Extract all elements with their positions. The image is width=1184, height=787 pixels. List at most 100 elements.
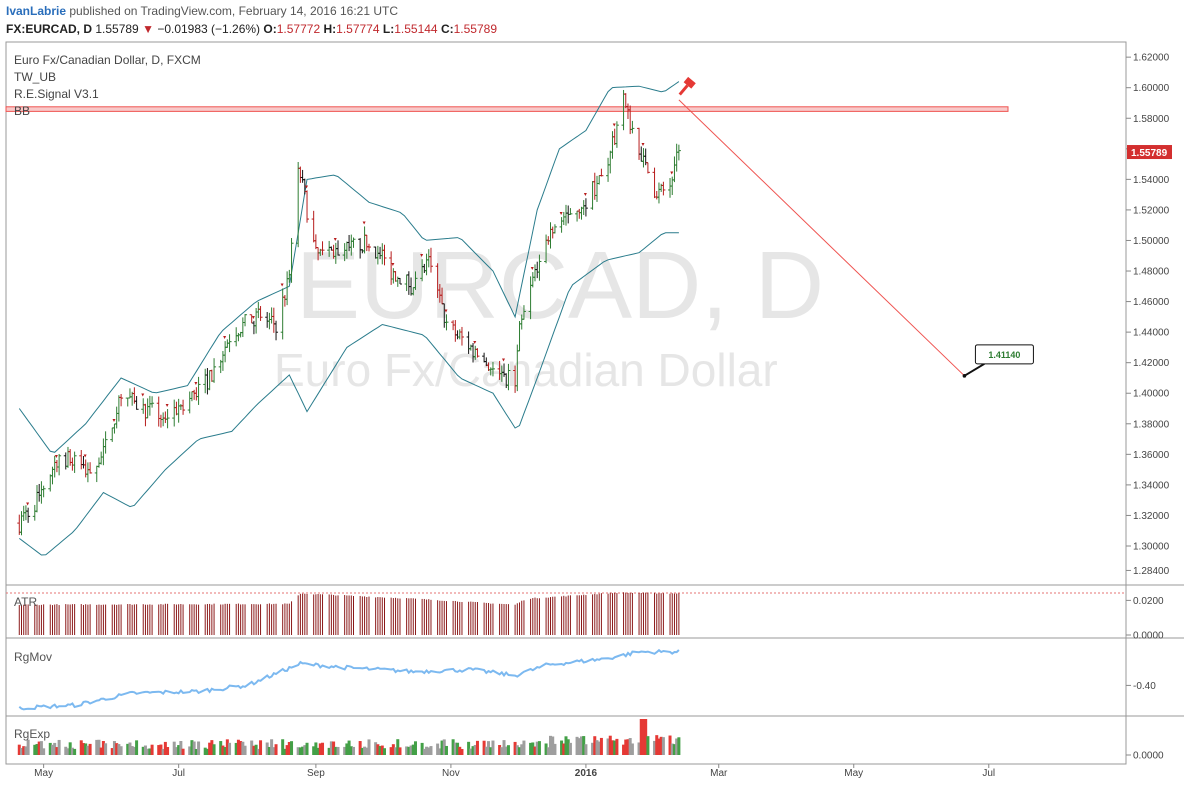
ohlc-bar: [192, 389, 197, 400]
rgexp-bar: [491, 740, 495, 755]
ohlc-bar: [577, 208, 582, 219]
ohlc-bar: [212, 358, 217, 383]
ohlc-bar: [606, 157, 611, 182]
ohlc-bar: [41, 485, 46, 498]
rgexp-bar: [451, 739, 455, 755]
ohlc-bar: [88, 462, 93, 474]
ohlc-bar: [19, 511, 24, 536]
ohlc-bar: [674, 143, 679, 172]
rgexp-bar: [427, 747, 431, 755]
rgexp-bar: [212, 744, 216, 755]
rgexp-bar: [81, 743, 85, 755]
rgexp-bar: [79, 740, 83, 755]
rgexp-bar: [606, 738, 610, 755]
watermark-name: Euro Fx/Canadian Dollar: [274, 344, 778, 396]
author-link[interactable]: IvanLabrie: [6, 4, 67, 18]
rgexp-bar: [22, 746, 26, 755]
rgexp-bar: [365, 747, 369, 755]
signal-mark: ▾: [584, 192, 587, 198]
rgexp-bar: [135, 740, 139, 755]
price-tick-label: 1.54000: [1133, 175, 1170, 186]
rgexp-bar: [579, 736, 583, 755]
ohlc-bar: [652, 167, 657, 199]
last-price-label: 1.55789: [1131, 148, 1168, 159]
rgexp-bar: [223, 747, 227, 755]
ohlc-bar: [156, 396, 161, 427]
close-value: 1.55789: [453, 22, 498, 36]
rgexp-bar: [374, 742, 378, 755]
price-tick-label: 1.38000: [1133, 419, 1170, 430]
rgexp-bar: [531, 742, 535, 755]
rgexp-bar: [522, 740, 526, 755]
rgexp-bar: [112, 741, 116, 755]
ohlc-bar: [101, 438, 106, 466]
rgexp-bar: [533, 746, 537, 755]
rgexp-bar: [425, 746, 429, 755]
symbol-label: FX:EURCAD, D: [6, 22, 92, 36]
rgexp-bar: [668, 735, 672, 755]
ohlc-bar: [103, 431, 108, 454]
rgexp-bar: [347, 740, 351, 755]
ohlc-bar: [258, 306, 263, 321]
rgexp-bar: [39, 741, 43, 755]
ohlc-bars: ▾ ▾ ▾ ▾ ▾ ▾ ▾ ▾ ▾ ▾ ▾ ▾ ▾ ▾ ▾ ▾ ▾ ▾ ▾ ▾ ▾ ▾ ▾ ▾: [17, 89, 681, 536]
legend-resignal[interactable]: R.E.Signal V3.1: [14, 87, 99, 101]
rgexp-bar: [599, 737, 603, 755]
ohlc-bar: [623, 93, 628, 109]
time-tick-label: Mar: [710, 768, 728, 779]
rgmov-title[interactable]: RgMov: [14, 650, 53, 664]
rgexp-bar: [68, 742, 72, 755]
rgexp-bar: [549, 735, 553, 755]
rgexp-bar: [188, 746, 192, 755]
rgexp-bar: [150, 744, 154, 755]
open-value: 1.57772: [276, 22, 321, 36]
projection-line[interactable]: 1.41140: [676, 76, 1034, 378]
legend-bb[interactable]: BB: [14, 104, 31, 118]
rgexp-bar: [429, 746, 433, 755]
rgexp-bar: [316, 747, 320, 755]
rgexp-bar: [181, 748, 185, 755]
ohlc-bar: [72, 451, 77, 473]
rgexp-bar: [380, 745, 384, 755]
ohlc-bar: ▾: [26, 502, 31, 523]
rgexp-bar: [608, 735, 612, 755]
ohlc-bar: [654, 191, 659, 200]
atr-tick-label: 0.0000: [1133, 631, 1164, 642]
rgexp-bar: [411, 744, 415, 755]
rgexp-title[interactable]: RgExp: [14, 727, 51, 741]
rgexp-bar: [677, 737, 681, 755]
price-tick-label: 1.32000: [1133, 511, 1170, 522]
ohlc-bar: [608, 150, 613, 174]
rgexp-bar: [382, 748, 386, 755]
ohlc-bar: [575, 210, 580, 222]
signal-mark: ▾: [531, 266, 534, 272]
atr-pane: 0.0200 0.0000: [6, 592, 1164, 642]
rgexp-bar: [159, 744, 163, 755]
rgexp-bar: [670, 743, 674, 755]
ohlc-bar: [134, 396, 139, 410]
ohlc-bar: [79, 449, 84, 470]
rgexp-bar: [254, 744, 258, 755]
rgexp-bar: [146, 748, 150, 755]
rgexp-bar: [544, 743, 548, 755]
rgexp-bar: [327, 747, 331, 755]
signal-mark: ▾: [55, 454, 58, 460]
ohlc-bar: [68, 449, 73, 466]
rgexp-bar: [438, 748, 442, 755]
ohlc-bar: [300, 169, 305, 183]
ohlc-bar: [119, 394, 124, 407]
rgexp-bar: [560, 740, 564, 755]
rgexp-bar: [436, 743, 440, 755]
rgexp-bar: [163, 741, 167, 755]
rgexp-bar: [234, 742, 238, 755]
atr-title[interactable]: ATR: [14, 595, 38, 609]
legend-tw-ub[interactable]: TW_UB: [14, 70, 56, 84]
rgexp-bar: [128, 742, 132, 755]
rgexp-bar: [498, 745, 502, 755]
rgexp-bar: [228, 742, 232, 755]
ohlc-bar: [668, 178, 673, 198]
ohlc-bar: [243, 314, 248, 327]
ohlc-bar: [676, 144, 681, 161]
rgexp-bar: [117, 744, 121, 755]
